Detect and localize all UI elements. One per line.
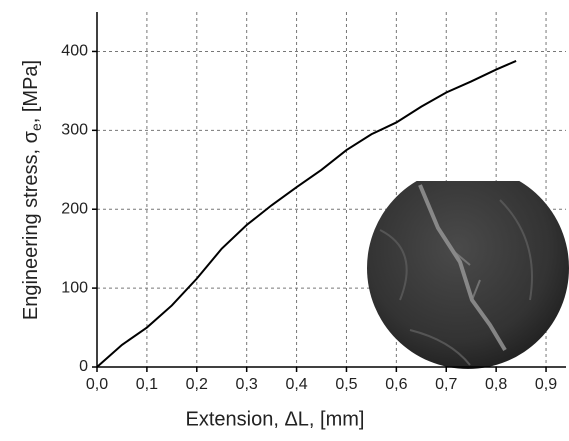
y-tick-label: 200 [61, 200, 88, 217]
x-tick-label: 0,1 [136, 376, 158, 393]
x-axis-label: Extension, ΔL, [mm] [186, 408, 365, 430]
inset-photo [367, 181, 569, 369]
x-tick-label: 0,6 [385, 376, 407, 393]
stress-curve [96, 59, 517, 368]
x-tick-label: 0,5 [335, 376, 357, 393]
x-tick-label: 0,2 [186, 376, 208, 393]
y-tick-label: 400 [61, 43, 88, 60]
y-tick-label: 100 [61, 279, 88, 296]
x-tick-label: 0,7 [435, 376, 457, 393]
y-axis-label: Engineering stress, σe, [MPa] [20, 60, 43, 320]
y-tick-label: 300 [61, 122, 88, 139]
y-tick-label: 0 [79, 358, 88, 375]
x-tick-label: 0,3 [236, 376, 258, 393]
x-tick-label: 0,8 [485, 376, 507, 393]
x-tick-label: 0,9 [535, 376, 557, 393]
x-tick-label: 0,4 [285, 376, 307, 393]
x-tick-label: 0,0 [86, 376, 108, 393]
